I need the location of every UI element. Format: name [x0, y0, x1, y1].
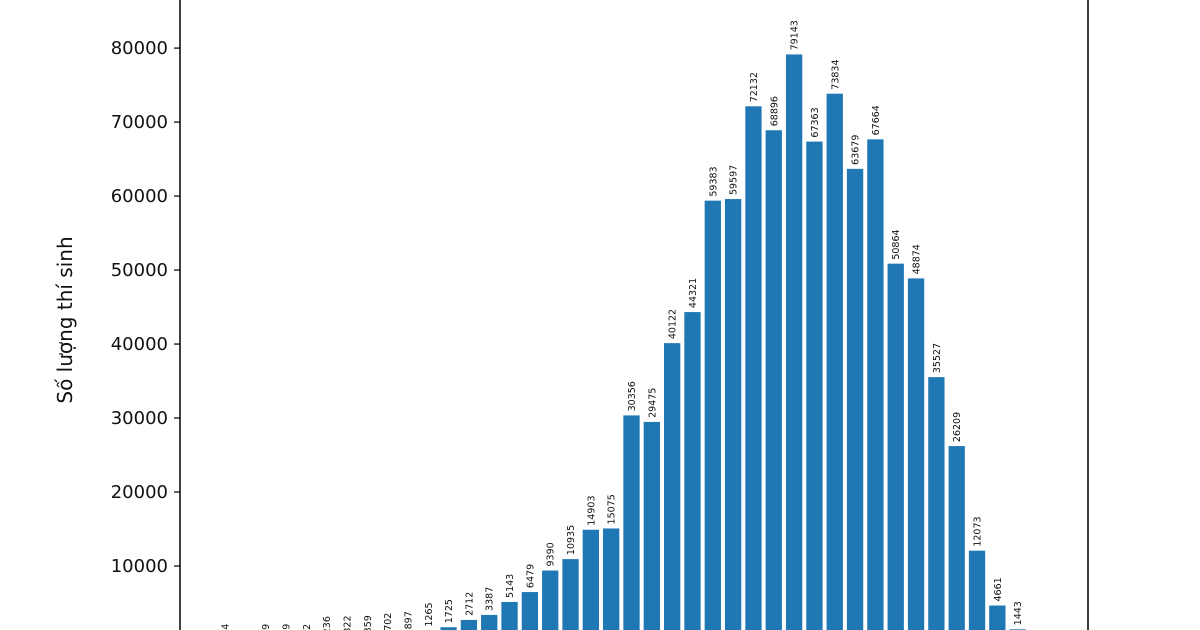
data-label: 359: [363, 615, 374, 630]
bar: [826, 93, 843, 630]
bar: [867, 139, 884, 630]
bar: [765, 130, 782, 630]
bar: [928, 377, 945, 630]
bar: [887, 263, 904, 630]
bar: [582, 529, 599, 630]
data-label: 12: [302, 624, 313, 630]
y-tick-label: 80000: [111, 38, 168, 59]
bar: [460, 619, 478, 630]
data-label: 19: [261, 624, 272, 630]
y-tick-label: 60000: [111, 186, 168, 207]
data-label: 236: [322, 616, 333, 630]
data-label: 72132: [749, 72, 760, 102]
bar: [501, 601, 518, 630]
y-tick-label: 30000: [111, 408, 168, 429]
data-label: 63679: [851, 135, 862, 165]
data-label: 29: [281, 624, 292, 630]
bar: [989, 605, 1006, 630]
data-label: 79143: [790, 20, 801, 50]
data-label: 24: [221, 624, 232, 630]
y-tick-label: 70000: [111, 112, 168, 133]
bar: [603, 528, 620, 630]
data-label: 9390: [546, 542, 557, 566]
data-label: 67363: [810, 107, 821, 137]
data-label: 6479: [525, 564, 536, 588]
data-label: 29475: [647, 388, 658, 418]
data-label: 897: [403, 611, 414, 629]
data-label: 35527: [932, 343, 943, 373]
data-label: 10935: [566, 525, 577, 555]
data-label: 48874: [912, 244, 923, 274]
bar: [623, 415, 640, 630]
data-label: 59383: [708, 166, 719, 196]
bar: [481, 614, 498, 630]
data-label: 50864: [891, 229, 902, 259]
bar: [521, 592, 539, 630]
y-tick-label: 50000: [111, 260, 168, 281]
bar: [846, 168, 864, 630]
y-tick-label: 40000: [111, 334, 168, 355]
data-label: 67664: [871, 105, 882, 135]
data-label: 14903: [586, 496, 597, 526]
data-label: 4661: [993, 577, 1004, 601]
bar: [440, 627, 457, 630]
y-tick-label: 10000: [111, 556, 168, 577]
data-label: 30356: [627, 381, 638, 411]
data-label: 59597: [729, 165, 740, 195]
bar: [806, 141, 823, 630]
bar: [684, 312, 701, 630]
data-label: 73834: [830, 59, 841, 89]
bar: [643, 421, 660, 630]
bar: [542, 570, 559, 630]
bar: [664, 343, 681, 630]
data-label: 15075: [607, 494, 618, 524]
data-label: 1443: [1013, 601, 1024, 625]
bar: [745, 106, 762, 630]
data-label: 1725: [444, 599, 455, 623]
bar: [562, 559, 579, 630]
bar: [724, 199, 742, 630]
bar: [948, 446, 965, 630]
y-tick-label: 20000: [111, 482, 168, 503]
data-label: 44321: [688, 278, 699, 308]
data-label: 5143: [505, 574, 516, 598]
data-label: 2712: [464, 592, 475, 616]
bar: [704, 200, 721, 630]
data-label: 68896: [769, 96, 780, 126]
data-label: 12073: [973, 516, 984, 546]
bar: [785, 54, 803, 630]
data-label: 3387: [485, 587, 496, 611]
data-label: 40122: [668, 309, 679, 339]
bar: [907, 278, 925, 630]
data-label: 1265: [424, 602, 435, 626]
y-axis-label: Số lượng thí sinh: [53, 236, 77, 403]
data-label: 322: [342, 615, 353, 630]
data-label: 26209: [952, 412, 963, 442]
bar: [968, 550, 986, 630]
data-label: 702: [383, 613, 394, 630]
